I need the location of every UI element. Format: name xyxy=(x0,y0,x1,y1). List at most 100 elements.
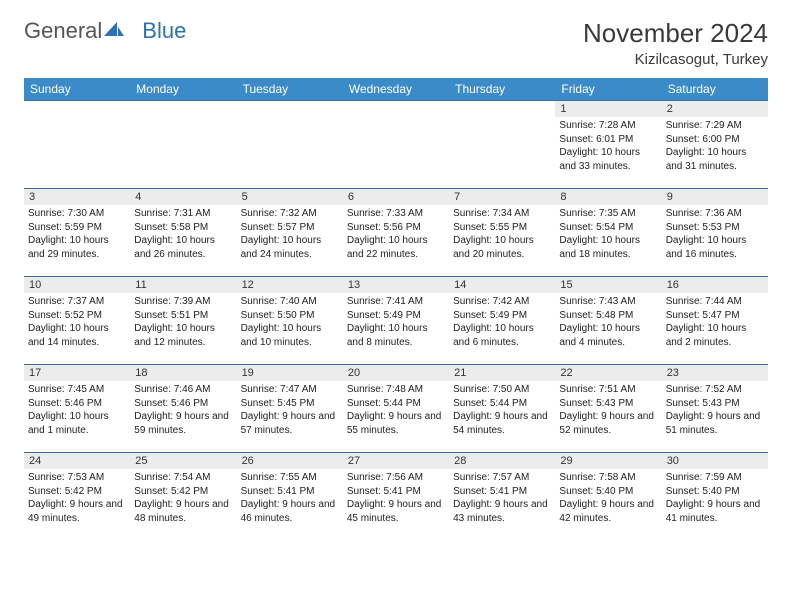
sunset-text: Sunset: 5:49 PM xyxy=(453,309,551,323)
day-number: 30 xyxy=(662,453,768,469)
day-number: 23 xyxy=(662,365,768,381)
day-number: 27 xyxy=(343,453,449,469)
day-number: 10 xyxy=(24,277,130,293)
day-details: Sunrise: 7:43 AMSunset: 5:48 PMDaylight:… xyxy=(555,293,661,353)
day-number: 2 xyxy=(662,101,768,117)
daylight-text: Daylight: 10 hours and 29 minutes. xyxy=(28,234,126,261)
day-number: 18 xyxy=(130,365,236,381)
day-of-week-header: Monday xyxy=(130,78,236,101)
sunset-text: Sunset: 6:00 PM xyxy=(666,133,764,147)
logo-text-1: General xyxy=(24,18,102,44)
daylight-text: Daylight: 9 hours and 48 minutes. xyxy=(134,498,232,525)
location: Kizilcasogut, Turkey xyxy=(583,51,768,68)
daylight-text: Daylight: 10 hours and 14 minutes. xyxy=(28,322,126,349)
sunrise-text: Sunrise: 7:52 AM xyxy=(666,383,764,397)
day-details: Sunrise: 7:51 AMSunset: 5:43 PMDaylight:… xyxy=(555,381,661,441)
day-cell: 17Sunrise: 7:45 AMSunset: 5:46 PMDayligh… xyxy=(24,365,130,453)
day-details: Sunrise: 7:46 AMSunset: 5:46 PMDaylight:… xyxy=(130,381,236,441)
daylight-text: Daylight: 10 hours and 8 minutes. xyxy=(347,322,445,349)
title-block: November 2024 Kizilcasogut, Turkey xyxy=(583,18,768,68)
day-details: Sunrise: 7:42 AMSunset: 5:49 PMDaylight:… xyxy=(449,293,555,353)
day-details: Sunrise: 7:39 AMSunset: 5:51 PMDaylight:… xyxy=(130,293,236,353)
day-details: Sunrise: 7:28 AMSunset: 6:01 PMDaylight:… xyxy=(555,117,661,177)
day-details: Sunrise: 7:50 AMSunset: 5:44 PMDaylight:… xyxy=(449,381,555,441)
day-number: 14 xyxy=(449,277,555,293)
sunrise-text: Sunrise: 7:43 AM xyxy=(559,295,657,309)
calendar-week-row: 17Sunrise: 7:45 AMSunset: 5:46 PMDayligh… xyxy=(24,365,768,453)
day-details: Sunrise: 7:31 AMSunset: 5:58 PMDaylight:… xyxy=(130,205,236,265)
day-number: 21 xyxy=(449,365,555,381)
day-cell: 4Sunrise: 7:31 AMSunset: 5:58 PMDaylight… xyxy=(130,189,236,277)
day-details: Sunrise: 7:40 AMSunset: 5:50 PMDaylight:… xyxy=(237,293,343,353)
day-number: 16 xyxy=(662,277,768,293)
daylight-text: Daylight: 9 hours and 43 minutes. xyxy=(453,498,551,525)
day-details: Sunrise: 7:32 AMSunset: 5:57 PMDaylight:… xyxy=(237,205,343,265)
sunrise-text: Sunrise: 7:50 AM xyxy=(453,383,551,397)
sunset-text: Sunset: 5:41 PM xyxy=(347,485,445,499)
day-details: Sunrise: 7:57 AMSunset: 5:41 PMDaylight:… xyxy=(449,469,555,529)
daylight-text: Daylight: 9 hours and 42 minutes. xyxy=(559,498,657,525)
month-title: November 2024 xyxy=(583,18,768,49)
daylight-text: Daylight: 9 hours and 45 minutes. xyxy=(347,498,445,525)
day-cell: 2Sunrise: 7:29 AMSunset: 6:00 PMDaylight… xyxy=(662,101,768,189)
daylight-text: Daylight: 9 hours and 54 minutes. xyxy=(453,410,551,437)
daylight-text: Daylight: 10 hours and 6 minutes. xyxy=(453,322,551,349)
daylight-text: Daylight: 10 hours and 10 minutes. xyxy=(241,322,339,349)
day-cell: 28Sunrise: 7:57 AMSunset: 5:41 PMDayligh… xyxy=(449,453,555,541)
day-number: 28 xyxy=(449,453,555,469)
day-of-week-header: Friday xyxy=(555,78,661,101)
day-number: 25 xyxy=(130,453,236,469)
day-number: 5 xyxy=(237,189,343,205)
day-cell: 14Sunrise: 7:42 AMSunset: 5:49 PMDayligh… xyxy=(449,277,555,365)
sunset-text: Sunset: 5:44 PM xyxy=(453,397,551,411)
day-cell: 18Sunrise: 7:46 AMSunset: 5:46 PMDayligh… xyxy=(130,365,236,453)
day-number: 4 xyxy=(130,189,236,205)
day-details: Sunrise: 7:30 AMSunset: 5:59 PMDaylight:… xyxy=(24,205,130,265)
day-number: 6 xyxy=(343,189,449,205)
sunrise-text: Sunrise: 7:45 AM xyxy=(28,383,126,397)
day-details: Sunrise: 7:48 AMSunset: 5:44 PMDaylight:… xyxy=(343,381,449,441)
day-details: Sunrise: 7:55 AMSunset: 5:41 PMDaylight:… xyxy=(237,469,343,529)
daylight-text: Daylight: 9 hours and 52 minutes. xyxy=(559,410,657,437)
day-cell: 27Sunrise: 7:56 AMSunset: 5:41 PMDayligh… xyxy=(343,453,449,541)
daylight-text: Daylight: 9 hours and 57 minutes. xyxy=(241,410,339,437)
sunset-text: Sunset: 5:53 PM xyxy=(666,221,764,235)
day-cell: 29Sunrise: 7:58 AMSunset: 5:40 PMDayligh… xyxy=(555,453,661,541)
sunrise-text: Sunrise: 7:36 AM xyxy=(666,207,764,221)
day-number: 26 xyxy=(237,453,343,469)
sunset-text: Sunset: 5:59 PM xyxy=(28,221,126,235)
daylight-text: Daylight: 10 hours and 20 minutes. xyxy=(453,234,551,261)
day-cell: . xyxy=(343,101,449,189)
sunset-text: Sunset: 5:57 PM xyxy=(241,221,339,235)
day-cell: 3Sunrise: 7:30 AMSunset: 5:59 PMDaylight… xyxy=(24,189,130,277)
day-cell: 24Sunrise: 7:53 AMSunset: 5:42 PMDayligh… xyxy=(24,453,130,541)
sunrise-text: Sunrise: 7:30 AM xyxy=(28,207,126,221)
daylight-text: Daylight: 10 hours and 31 minutes. xyxy=(666,146,764,173)
day-number: 20 xyxy=(343,365,449,381)
calendar-page: General Blue November 2024 Kizilcasogut,… xyxy=(0,0,792,559)
logo-sail-icon xyxy=(104,18,124,44)
logo-text-2: Blue xyxy=(142,18,186,44)
sunset-text: Sunset: 5:45 PM xyxy=(241,397,339,411)
day-of-week-header: Thursday xyxy=(449,78,555,101)
day-number: 22 xyxy=(555,365,661,381)
day-cell: 25Sunrise: 7:54 AMSunset: 5:42 PMDayligh… xyxy=(130,453,236,541)
sunset-text: Sunset: 5:51 PM xyxy=(134,309,232,323)
daylight-text: Daylight: 9 hours and 49 minutes. xyxy=(28,498,126,525)
day-details: Sunrise: 7:34 AMSunset: 5:55 PMDaylight:… xyxy=(449,205,555,265)
sunset-text: Sunset: 5:46 PM xyxy=(28,397,126,411)
day-cell: 10Sunrise: 7:37 AMSunset: 5:52 PMDayligh… xyxy=(24,277,130,365)
sunrise-text: Sunrise: 7:59 AM xyxy=(666,471,764,485)
sunset-text: Sunset: 5:44 PM xyxy=(347,397,445,411)
day-number: 11 xyxy=(130,277,236,293)
daylight-text: Daylight: 9 hours and 46 minutes. xyxy=(241,498,339,525)
sunrise-text: Sunrise: 7:44 AM xyxy=(666,295,764,309)
sunset-text: Sunset: 5:41 PM xyxy=(241,485,339,499)
sunset-text: Sunset: 5:40 PM xyxy=(666,485,764,499)
days-of-week-row: SundayMondayTuesdayWednesdayThursdayFrid… xyxy=(24,78,768,101)
day-details: Sunrise: 7:58 AMSunset: 5:40 PMDaylight:… xyxy=(555,469,661,529)
day-cell: 19Sunrise: 7:47 AMSunset: 5:45 PMDayligh… xyxy=(237,365,343,453)
header: General Blue November 2024 Kizilcasogut,… xyxy=(24,18,768,68)
daylight-text: Daylight: 9 hours and 51 minutes. xyxy=(666,410,764,437)
day-cell: 11Sunrise: 7:39 AMSunset: 5:51 PMDayligh… xyxy=(130,277,236,365)
